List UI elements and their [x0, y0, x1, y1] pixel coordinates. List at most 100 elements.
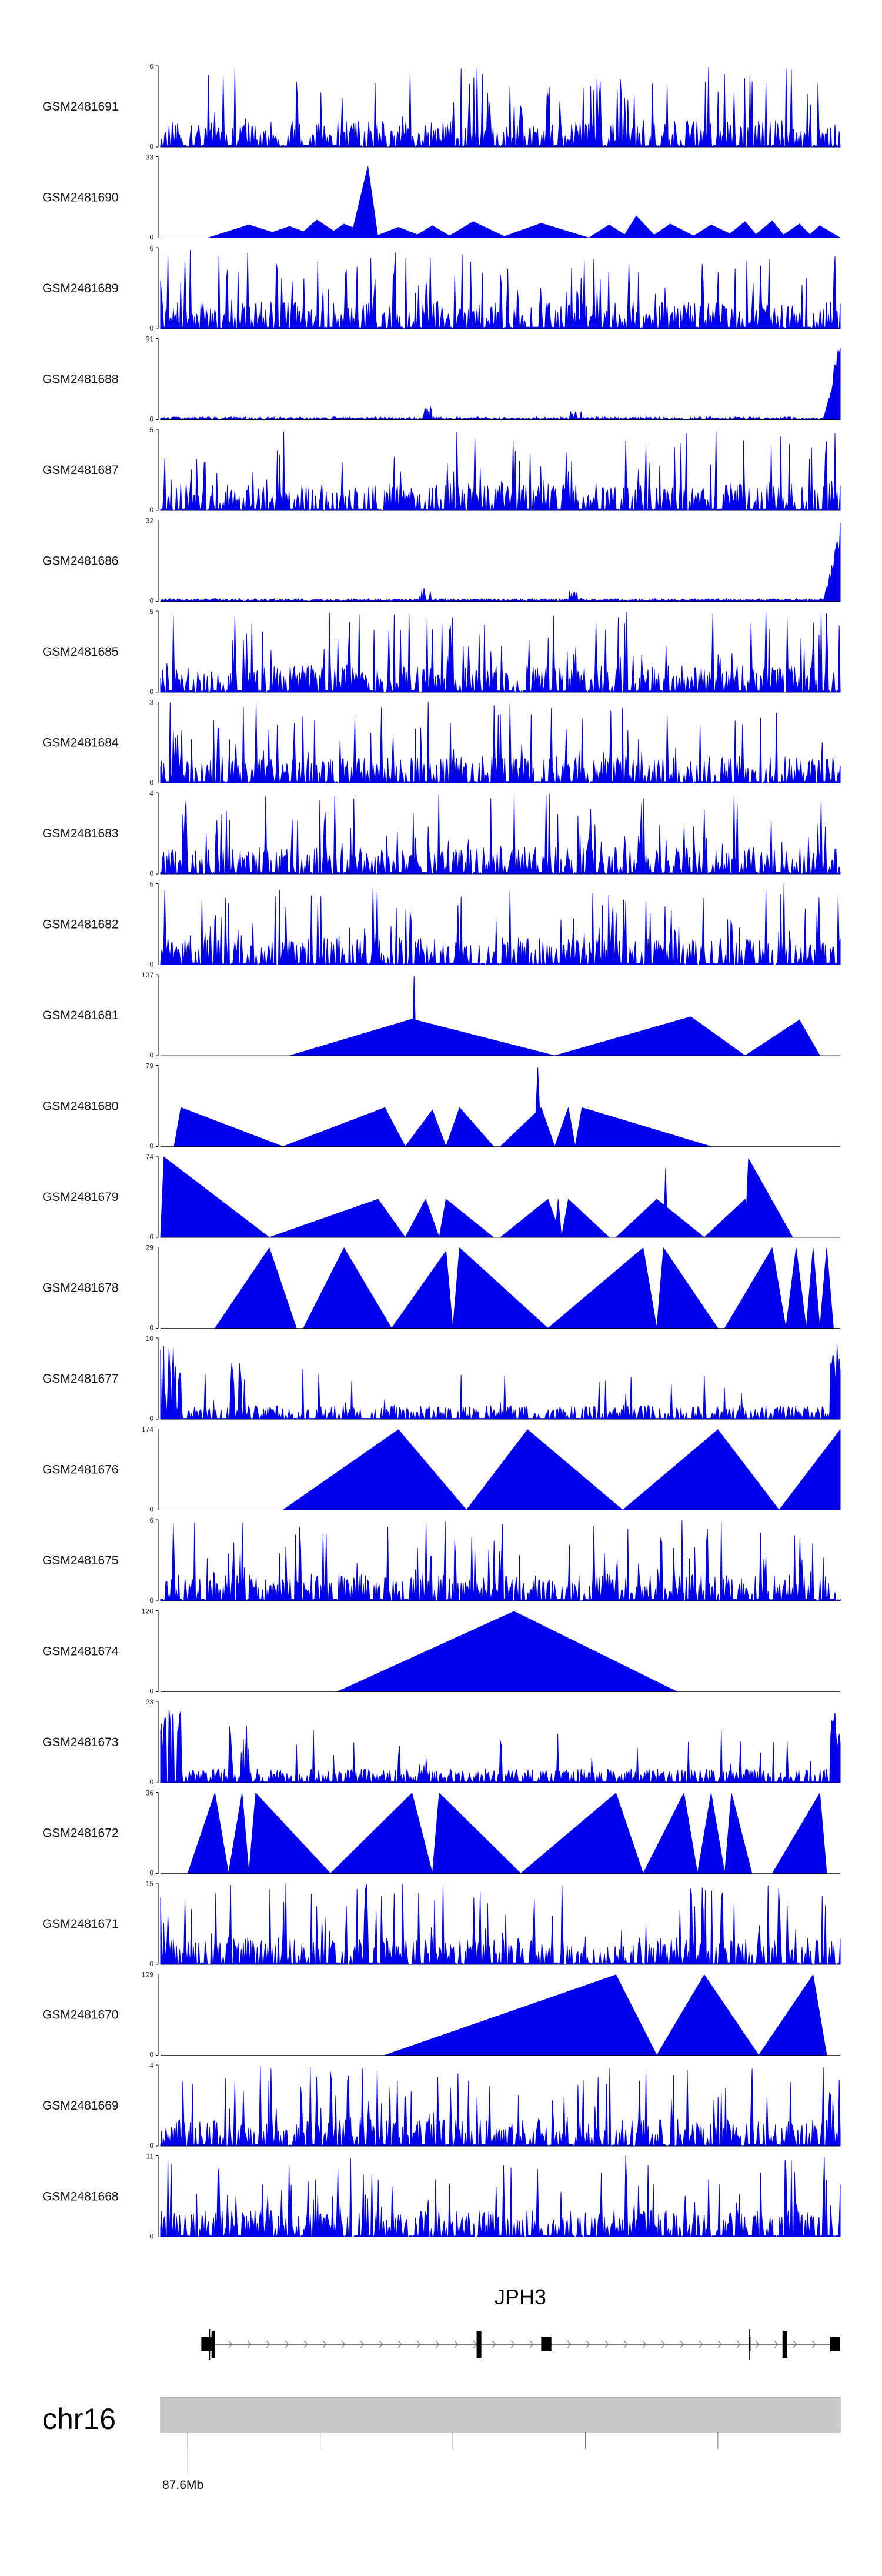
signal-area	[282, 1429, 841, 1510]
strand-arrow	[266, 2340, 270, 2348]
track-label: GSM2481668	[42, 2190, 119, 2204]
track-label: GSM2481675	[42, 1554, 119, 1567]
signal-area	[160, 2065, 841, 2147]
track-GSM2481678: GSM2481678 29 0	[42, 1244, 840, 1332]
y-tick-min: 0	[149, 1506, 153, 1514]
signal-area	[160, 793, 841, 875]
track-GSM2481673: GSM2481673 23 0	[42, 1698, 841, 1786]
signal-area	[160, 431, 841, 511]
track-GSM2481690: GSM2481690 33 0	[42, 154, 841, 242]
signal-area	[385, 1974, 827, 2056]
signal-area	[160, 1709, 841, 1783]
y-tick-min: 0	[149, 1778, 153, 1786]
y-tick-min: 0	[149, 597, 153, 605]
signal-area	[160, 2155, 841, 2237]
track-label: GSM2481683	[42, 827, 119, 840]
track-GSM2481677: GSM2481677 10 0	[42, 1334, 841, 1423]
strand-arrow	[510, 2340, 515, 2348]
strand-arrow	[247, 2340, 252, 2348]
y-tick-max: 129	[142, 1971, 153, 1979]
track-GSM2481689: GSM2481689 6 0	[42, 244, 841, 332]
signal-area	[208, 166, 841, 238]
y-tick-min: 0	[149, 2233, 153, 2241]
y-tick-min: 0	[149, 960, 153, 969]
signal-area	[160, 67, 841, 148]
signal-area	[187, 1793, 827, 1874]
strand-arrow	[322, 2340, 327, 2348]
y-tick-max: 79	[146, 1062, 154, 1070]
track-GSM2481670: GSM2481670 129 0	[42, 1971, 840, 2059]
y-tick-min: 0	[149, 869, 153, 877]
strand-arrow	[717, 2340, 722, 2348]
strand-arrow	[774, 2340, 779, 2348]
y-tick-max: 29	[146, 1244, 154, 1252]
signal-area	[160, 884, 841, 965]
strand-arrow	[454, 2340, 459, 2348]
strand-arrow	[473, 2340, 477, 2348]
track-label: GSM2481669	[42, 2099, 119, 2113]
track-GSM2481676: GSM2481676 174 0	[42, 1426, 841, 1514]
chromosome-ideogram-bar	[160, 2397, 841, 2433]
strand-arrow	[416, 2340, 421, 2348]
track-label: GSM2481682	[42, 918, 119, 932]
position-tick-label: 87.6Mb	[162, 2478, 203, 2492]
track-GSM2481681: GSM2481681 137 0	[42, 971, 840, 1059]
track-GSM2481683: GSM2481683 4 0	[42, 789, 841, 877]
strand-arrow	[360, 2340, 365, 2348]
signal-area	[173, 1067, 711, 1147]
signal-area	[160, 702, 841, 783]
y-tick-min: 0	[149, 1051, 153, 1059]
strand-arrow	[228, 2340, 233, 2348]
signal-area	[160, 1883, 841, 1965]
track-GSM2481679: GSM2481679 74 0	[42, 1153, 840, 1241]
y-tick-max: 6	[149, 244, 153, 252]
y-tick-max: 174	[142, 1426, 153, 1434]
track-label: GSM2481689	[42, 282, 119, 295]
signal-area	[337, 1611, 678, 1692]
y-tick-max: 32	[146, 517, 154, 525]
y-tick-min: 0	[149, 233, 153, 242]
strand-arrow	[397, 2340, 402, 2348]
signal-area	[160, 1520, 841, 1601]
y-tick-min: 0	[149, 779, 153, 787]
track-label: GSM2481678	[42, 1282, 119, 1295]
y-tick-min: 0	[149, 1960, 153, 1968]
strand-arrow	[736, 2340, 741, 2348]
y-tick-min: 0	[149, 1687, 153, 1696]
y-tick-max: 6	[149, 1516, 153, 1524]
track-GSM2481684: GSM2481684 3 0	[42, 699, 841, 787]
track-label: GSM2481680	[42, 1100, 119, 1113]
gene-exon	[541, 2337, 552, 2351]
y-tick-min: 0	[149, 1596, 153, 1604]
signal-area	[160, 1156, 793, 1238]
strand-arrow	[623, 2340, 628, 2348]
track-GSM2481668: GSM2481668 11 0	[42, 2153, 841, 2241]
track-label: GSM2481691	[42, 100, 119, 114]
y-tick-min: 0	[149, 2141, 153, 2150]
gene-exon	[782, 2331, 787, 2358]
strand-arrow	[661, 2340, 666, 2348]
y-tick-max: 3	[149, 699, 153, 707]
strand-arrow	[303, 2340, 308, 2348]
y-tick-max: 4	[149, 789, 153, 798]
track-label: GSM2481684	[42, 736, 119, 750]
track-label: GSM2481681	[42, 1009, 119, 1022]
y-tick-min: 0	[149, 1142, 153, 1150]
y-tick-max: 6	[149, 62, 153, 71]
track-label: GSM2481672	[42, 1827, 119, 1840]
gene-name-label: JPH3	[495, 2285, 546, 2309]
y-tick-max: 36	[146, 1789, 154, 1797]
track-GSM2481674: GSM2481674 120 0	[42, 1607, 840, 1696]
track-GSM2481675: GSM2481675 6 0	[42, 1516, 841, 1604]
signal-area	[160, 523, 841, 602]
track-label: GSM2481674	[42, 1645, 119, 1659]
track-GSM2481686: GSM2481686 32 0	[42, 517, 841, 605]
strand-arrow	[811, 2340, 816, 2348]
signal-area	[160, 1343, 841, 1420]
signal-area	[289, 976, 820, 1056]
y-tick-min: 0	[149, 1324, 153, 1332]
track-GSM2481672: GSM2481672 36 0	[42, 1789, 840, 1877]
track-label: GSM2481688	[42, 373, 119, 386]
track-label: GSM2481676	[42, 1463, 119, 1477]
